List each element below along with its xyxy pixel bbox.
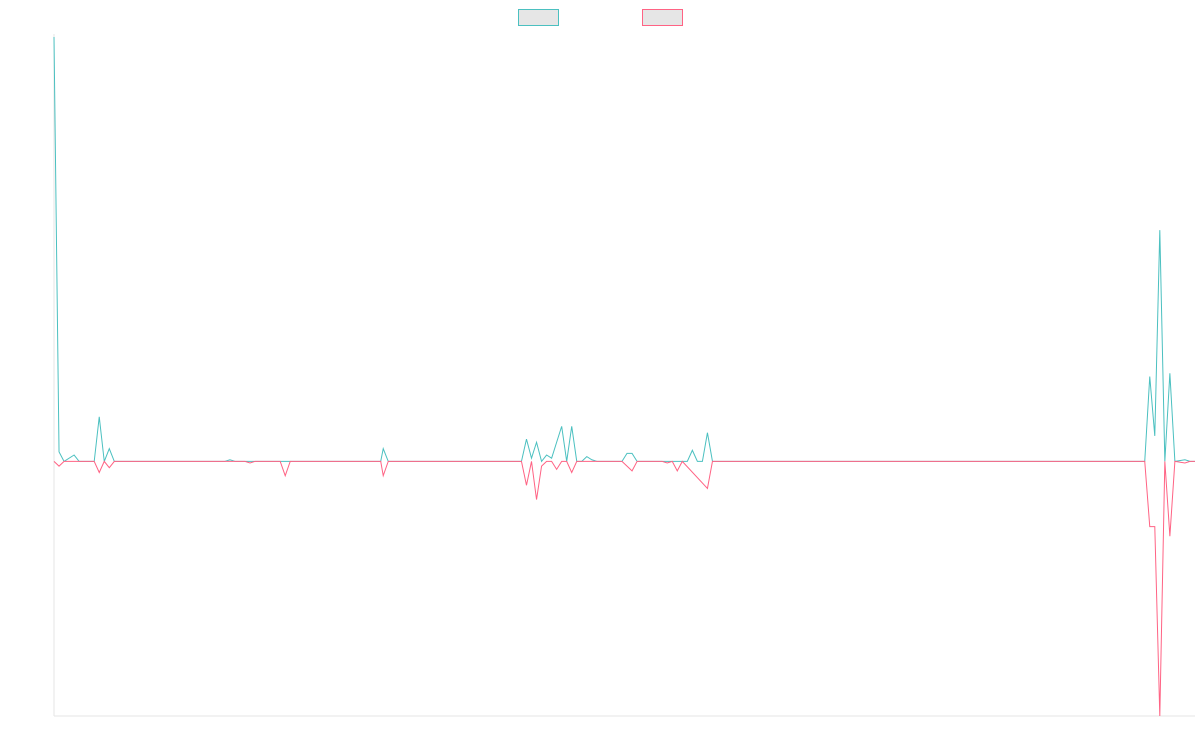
series-line-1 [53, 36, 1195, 463]
legend-item-1[interactable] [518, 9, 559, 26]
series-line-2 [53, 460, 1195, 717]
axes [53, 34, 1195, 717]
legend-swatch-2 [642, 9, 683, 26]
legend-swatch-1 [518, 9, 559, 26]
legend-item-2[interactable] [642, 9, 683, 26]
legend [518, 9, 683, 26]
series-layer [53, 36, 1195, 717]
